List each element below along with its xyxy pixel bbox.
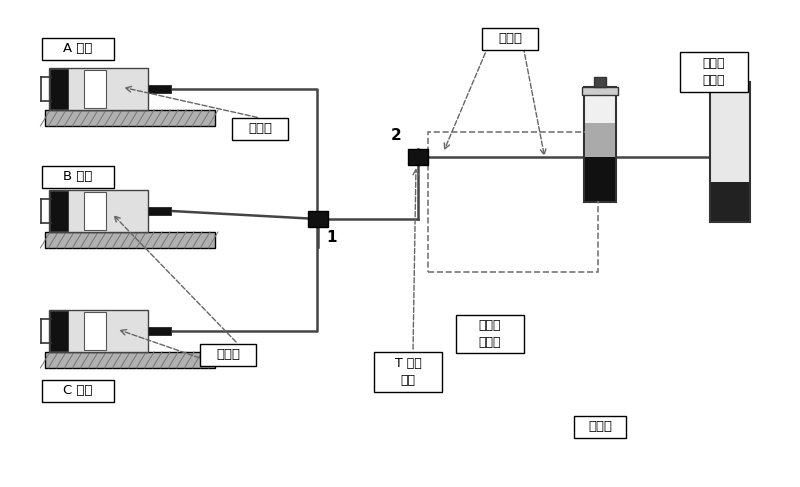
Bar	[680, 52, 748, 92]
Text: T 型连
接器: T 型连 接器	[394, 357, 422, 387]
Bar	[50, 191, 68, 231]
Bar	[232, 118, 288, 140]
Bar	[49, 310, 147, 352]
Bar	[50, 69, 68, 109]
Bar	[594, 77, 606, 87]
Bar	[428, 132, 598, 272]
Bar	[42, 166, 114, 188]
Text: B 溶液: B 溶液	[63, 170, 93, 184]
Bar	[711, 182, 749, 221]
Bar	[49, 190, 147, 232]
Bar	[85, 192, 106, 230]
Text: 1: 1	[326, 229, 338, 244]
Bar	[42, 380, 114, 402]
Bar	[85, 70, 106, 108]
Bar	[42, 38, 114, 60]
Bar	[456, 315, 524, 353]
Bar	[147, 327, 171, 335]
Text: 注射泵: 注射泵	[216, 349, 240, 361]
Bar	[45, 352, 215, 368]
Bar	[50, 311, 68, 351]
Bar	[147, 85, 171, 93]
Text: 温度控
制区域: 温度控 制区域	[478, 319, 502, 349]
Bar	[408, 149, 428, 165]
Text: 2: 2	[390, 128, 402, 143]
Bar	[374, 352, 442, 392]
Bar	[85, 312, 106, 350]
Bar	[308, 211, 328, 227]
Text: 毛细管: 毛细管	[498, 33, 522, 45]
Text: C 溶液: C 溶液	[63, 385, 93, 397]
Bar	[200, 344, 256, 366]
Bar	[582, 87, 618, 95]
Text: 附加压
力装置: 附加压 力装置	[702, 57, 726, 87]
Bar	[574, 416, 626, 438]
Bar	[147, 207, 171, 215]
Text: 收集器: 收集器	[588, 420, 612, 433]
Bar	[49, 68, 147, 110]
Bar	[482, 28, 538, 50]
Bar	[584, 87, 616, 202]
Bar	[45, 232, 215, 248]
Bar	[710, 82, 750, 222]
Wedge shape	[721, 55, 739, 64]
Bar	[45, 110, 215, 126]
Text: 注射器: 注射器	[248, 123, 272, 135]
Text: A 溶液: A 溶液	[63, 42, 93, 56]
Bar	[724, 67, 736, 82]
Bar	[585, 157, 615, 201]
Bar	[585, 123, 615, 157]
